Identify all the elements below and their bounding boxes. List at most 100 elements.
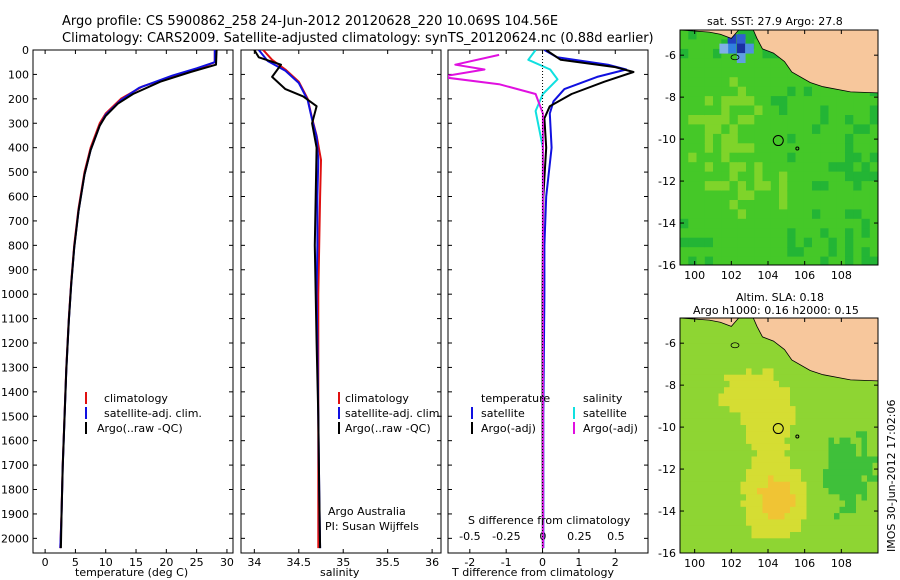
- map-cell: [718, 481, 725, 489]
- map-cell: [729, 450, 736, 458]
- map-cell: [834, 431, 841, 439]
- map-cell: [828, 469, 835, 476]
- map-cell: [806, 494, 813, 502]
- map-cell: [795, 532, 802, 539]
- map-cell: [856, 538, 863, 546]
- temperature-xlabel: temperature (deg C): [75, 566, 188, 579]
- map-cell: [828, 237, 838, 248]
- map-cell: [768, 368, 775, 376]
- map-cell: [680, 450, 687, 458]
- map-cell: [817, 494, 824, 502]
- map-cell: [801, 406, 808, 413]
- map-cell: [685, 343, 692, 351]
- map-cell: [685, 462, 692, 470]
- map-cell: [707, 437, 714, 445]
- map-cell: [850, 431, 857, 439]
- map-cell: [702, 494, 709, 502]
- map-cell: [735, 443, 742, 451]
- y-tick-label: -8: [665, 379, 676, 392]
- christmas-island: [795, 146, 800, 151]
- map-cell: [828, 143, 838, 154]
- map-cell: [812, 500, 819, 508]
- map-cell: [790, 418, 797, 426]
- map-cell: [770, 209, 780, 220]
- map-cell: [688, 152, 698, 163]
- map-cell: [721, 256, 731, 265]
- map-cell: [721, 77, 731, 88]
- map-cell: [746, 124, 755, 135]
- map-cell: [861, 425, 868, 432]
- map-cell: [751, 368, 758, 376]
- map-cell: [770, 152, 780, 163]
- map-cell: [770, 86, 780, 97]
- map-cell: [729, 152, 739, 163]
- map-cell: [691, 380, 698, 388]
- map-cell: [817, 488, 824, 495]
- map-cell: [762, 538, 769, 546]
- map-cell: [850, 513, 857, 520]
- map-cell: [845, 481, 852, 489]
- map-cell: [878, 519, 884, 526]
- map-cell: [779, 412, 786, 420]
- map-cell: [803, 152, 813, 163]
- map-cell: [685, 506, 692, 514]
- map-cell: [680, 437, 687, 445]
- map-cell: [688, 181, 698, 192]
- salinity-xlabel: salinity: [320, 566, 360, 579]
- map-cell: [696, 425, 703, 432]
- map-cell: [751, 494, 758, 502]
- map-cell: [845, 190, 854, 201]
- map-cell: [721, 181, 731, 192]
- map-cell: [820, 124, 830, 135]
- map-cell: [704, 171, 714, 182]
- map-cell: [757, 494, 764, 502]
- map-cell: [713, 324, 720, 332]
- map-cell: [704, 96, 714, 107]
- map-cell: [685, 324, 692, 332]
- map-cell: [746, 393, 753, 401]
- map-cell: [721, 105, 731, 116]
- map-cell: [801, 368, 808, 376]
- map-cell: [773, 550, 780, 553]
- map-cell: [751, 349, 758, 357]
- map-cell: [828, 171, 838, 182]
- map-cell: [828, 532, 835, 539]
- map-cell: [768, 380, 775, 388]
- map-cell: [762, 96, 772, 107]
- map-cell: [707, 343, 714, 351]
- map-cell: [729, 362, 736, 369]
- map-cell: [754, 171, 764, 182]
- map-cell: [713, 475, 720, 483]
- map-cell: [812, 532, 819, 539]
- map-cell: [787, 105, 797, 116]
- map-cell: [704, 237, 714, 248]
- map-cell: [729, 437, 736, 445]
- map-cell: [724, 544, 731, 552]
- map-cell: [861, 481, 868, 489]
- map-cell: [861, 456, 868, 464]
- map-cell: [713, 443, 720, 451]
- sst-map-title: sat. SST: 27.9 Argo: 27.8: [707, 15, 843, 28]
- legend-label: satellite-adj. clim.: [345, 407, 443, 420]
- map-cell: [757, 525, 764, 533]
- map-cell: [806, 450, 813, 458]
- map-cell: [795, 412, 802, 420]
- map-cell: [696, 532, 703, 539]
- series-t-argo-adj--line: [541, 50, 635, 549]
- map-cell: [724, 393, 731, 401]
- map-cell: [735, 550, 742, 553]
- map-cell: [872, 443, 878, 451]
- map-cell: [721, 162, 731, 173]
- map-cell: [878, 412, 884, 419]
- map-cell: [729, 143, 739, 154]
- map-cell: [820, 171, 830, 182]
- map-cell: [869, 237, 878, 248]
- legend-label: Argo(..raw -QC): [97, 422, 183, 435]
- map-cell: [680, 218, 689, 229]
- map-cell: [828, 418, 835, 426]
- map-cell: [768, 343, 775, 351]
- map-cell: [718, 412, 725, 420]
- map-cell: [736, 53, 746, 64]
- map-cell: [685, 494, 692, 502]
- map-cell: [762, 86, 772, 97]
